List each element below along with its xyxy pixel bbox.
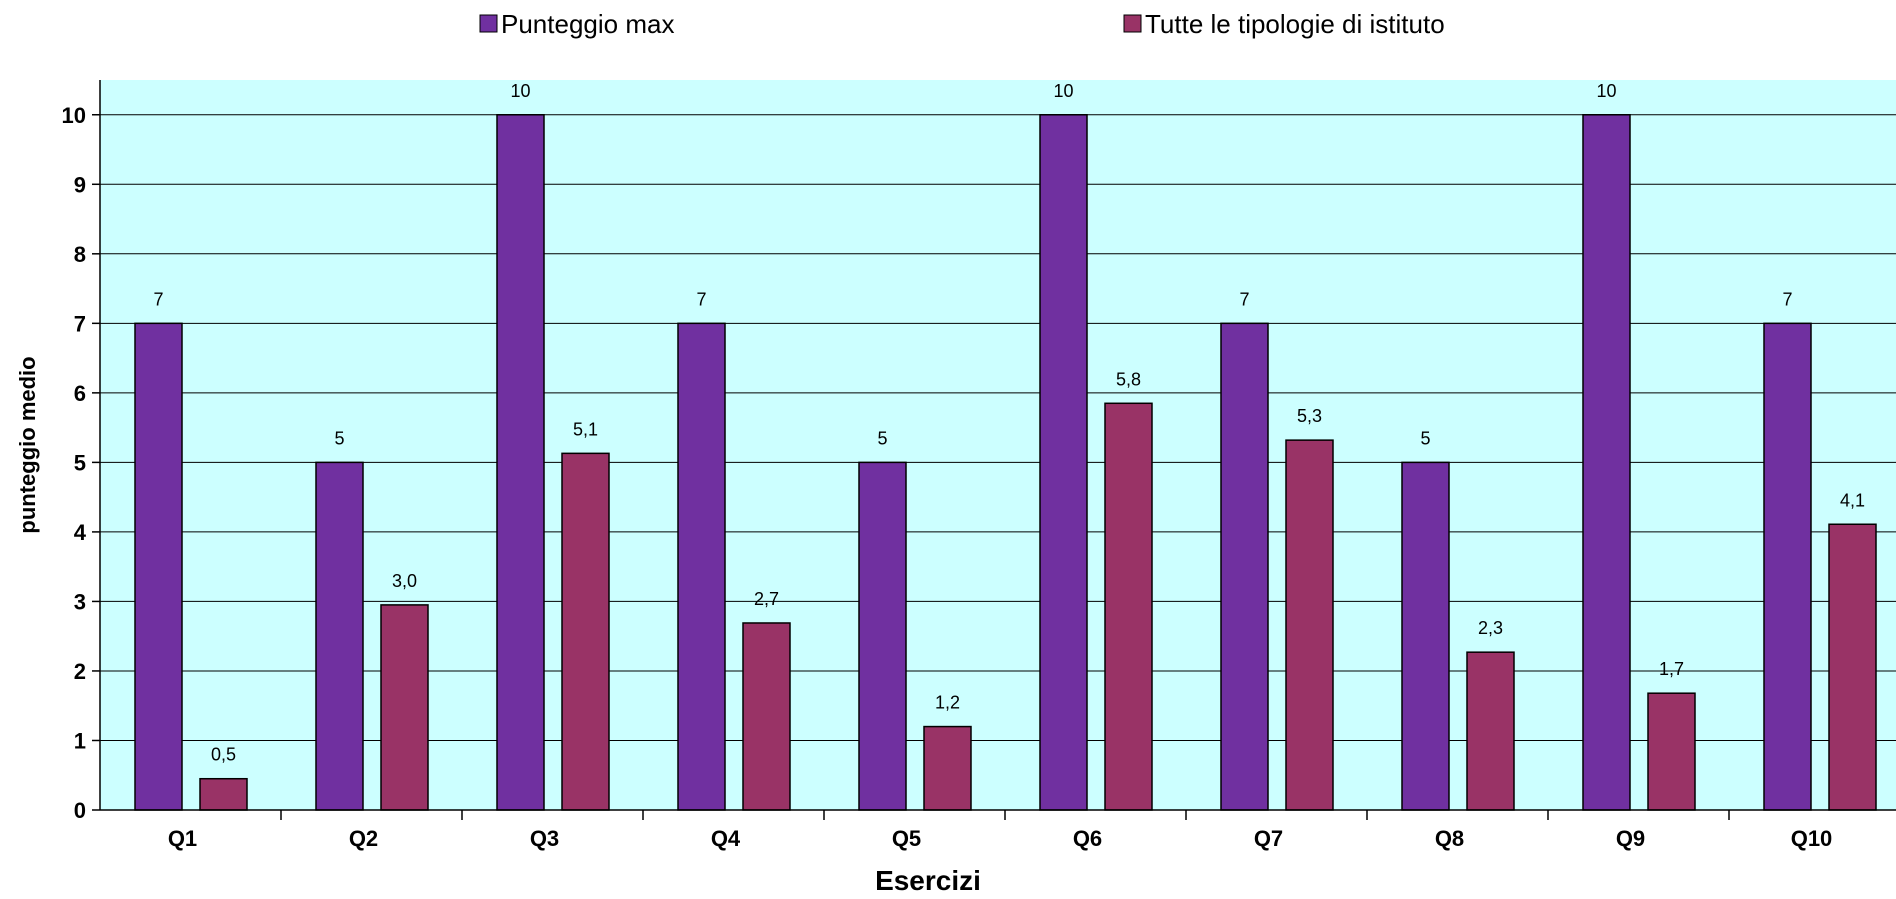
y-tick-label: 6 (74, 381, 86, 406)
data-label-punteggio-max-q9: 10 (1596, 81, 1616, 101)
y-axis-title: punteggio medio (15, 356, 40, 533)
x-tick-label-q4: Q4 (711, 826, 741, 851)
data-label-tutte-le-tipologie-di-istituto-q7: 5,3 (1297, 406, 1322, 426)
y-tick-label: 3 (74, 589, 86, 614)
legend-swatch-punteggio-max (479, 14, 498, 33)
bar-tutte-le-tipologie-di-istituto-q2 (380, 604, 429, 811)
x-tick-label-q8: Q8 (1435, 826, 1464, 851)
bar-tutte-le-tipologie-di-istituto-q3 (561, 452, 610, 811)
bar-punteggio-max-q5 (858, 461, 907, 811)
x-tick-label-q5: Q5 (892, 826, 921, 851)
x-axis-title: Esercizi (875, 865, 981, 896)
legend-label-punteggio-max: Punteggio max (501, 9, 674, 39)
bar-tutte-le-tipologie-di-istituto-q1 (199, 777, 248, 811)
data-label-punteggio-max-q7: 7 (1239, 289, 1249, 309)
bar-punteggio-max-q4 (677, 322, 726, 811)
data-label-tutte-le-tipologie-di-istituto-q4: 2,7 (754, 589, 779, 609)
data-label-punteggio-max-q10: 7 (1782, 289, 1792, 309)
bar-punteggio-max-q9 (1582, 114, 1631, 811)
labels: 0 1 2 3 4 5 6 7 8 9 10 Q1 7 0,5 Q2 5 3,0 Q3 10 5,1 Q4 7 2,7 Q5 5… (62, 81, 1866, 851)
bars (134, 114, 1877, 811)
legend-label-tutte-le-tipologie: Tutte le tipologie di istituto (1145, 9, 1445, 39)
x-tick-label-q7: Q7 (1254, 826, 1283, 851)
y-tick-label: 2 (74, 659, 86, 684)
bar-punteggio-max-q10 (1763, 322, 1812, 811)
x-tick-label-q10: Q10 (1791, 826, 1833, 851)
y-tick-label: 9 (74, 172, 86, 197)
y-tick-label: 4 (74, 520, 87, 545)
legend-swatch-tutte-le-tipologie (1123, 14, 1142, 33)
bar-tutte-le-tipologie-di-istituto-q6 (1104, 402, 1153, 811)
data-label-punteggio-max-q3: 10 (510, 81, 530, 101)
y-tick-label: 8 (74, 242, 86, 267)
bar-punteggio-max-q7 (1220, 322, 1269, 811)
x-tick-label-q9: Q9 (1616, 826, 1645, 851)
bar-punteggio-max-q6 (1039, 114, 1088, 811)
bar-tutte-le-tipologie-di-istituto-q4 (742, 622, 791, 811)
data-label-punteggio-max-q6: 10 (1053, 81, 1073, 101)
data-label-tutte-le-tipologie-di-istituto-q1: 0,5 (211, 745, 236, 765)
bar-tutte-le-tipologie-di-istituto-q9 (1647, 692, 1696, 811)
data-label-punteggio-max-q5: 5 (877, 428, 887, 448)
x-tick-label-q2: Q2 (349, 826, 378, 851)
data-label-punteggio-max-q4: 7 (696, 289, 706, 309)
x-tick-label-q3: Q3 (530, 826, 559, 851)
data-label-tutte-le-tipologie-di-istituto-q8: 2,3 (1478, 618, 1503, 638)
y-tick-label: 5 (74, 450, 86, 475)
y-tick-label: 7 (74, 311, 86, 336)
axes (92, 80, 1896, 820)
bar-punteggio-max-q8 (1401, 461, 1450, 811)
y-tick-label: 1 (74, 728, 86, 753)
bar-tutte-le-tipologie-di-istituto-q5 (923, 725, 972, 811)
x-tick-label-q6: Q6 (1073, 826, 1102, 851)
data-label-punteggio-max-q2: 5 (334, 428, 344, 448)
data-label-tutte-le-tipologie-di-istituto-q9: 1,7 (1659, 659, 1684, 679)
bar-punteggio-max-q1 (134, 322, 183, 811)
y-tick-label: 0 (74, 798, 86, 823)
bar-punteggio-max-q2 (315, 461, 364, 811)
data-label-tutte-le-tipologie-di-istituto-q2: 3,0 (392, 571, 417, 591)
bar-punteggio-max-q3 (496, 114, 545, 811)
data-label-tutte-le-tipologie-di-istituto-q3: 5,1 (573, 419, 598, 439)
data-label-tutte-le-tipologie-di-istituto-q5: 1,2 (935, 693, 960, 713)
data-label-tutte-le-tipologie-di-istituto-q10: 4,1 (1840, 490, 1865, 510)
data-label-punteggio-max-q1: 7 (153, 289, 163, 309)
legend: Punteggio max Tutte le tipologie di isti… (479, 9, 1445, 39)
bar-tutte-le-tipologie-di-istituto-q7 (1285, 439, 1334, 811)
bar-tutte-le-tipologie-di-istituto-q10 (1828, 523, 1877, 811)
data-label-punteggio-max-q8: 5 (1420, 428, 1430, 448)
x-tick-label-q1: Q1 (168, 826, 197, 851)
bar-tutte-le-tipologie-di-istituto-q8 (1466, 651, 1515, 811)
data-label-tutte-le-tipologie-di-istituto-q6: 5,8 (1116, 369, 1141, 389)
y-tick-label: 10 (62, 103, 86, 128)
